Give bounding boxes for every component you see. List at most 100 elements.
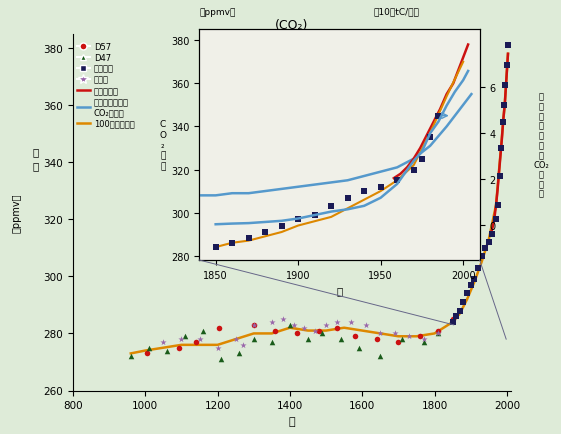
- Point: [426, 135, 435, 141]
- X-axis label: 年: 年: [336, 286, 343, 296]
- Point: [390, 330, 399, 337]
- Point: [321, 322, 330, 329]
- Point: [336, 336, 345, 343]
- Point: [459, 299, 468, 306]
- Point: [278, 316, 287, 323]
- Point: [477, 253, 486, 260]
- Point: [163, 347, 172, 354]
- Point: [448, 316, 457, 323]
- Point: [503, 43, 512, 49]
- Title: (CO₂): (CO₂): [275, 19, 309, 32]
- Point: [304, 336, 312, 343]
- Point: [268, 319, 277, 326]
- Point: [333, 325, 342, 332]
- Point: [470, 276, 479, 283]
- Point: [244, 235, 253, 242]
- Point: [394, 339, 403, 345]
- Point: [500, 102, 509, 109]
- Point: [195, 336, 204, 343]
- Point: [398, 336, 407, 343]
- Point: [181, 333, 190, 340]
- Point: [289, 322, 298, 329]
- Point: [493, 202, 502, 209]
- Point: [372, 336, 381, 343]
- Point: [361, 322, 370, 329]
- Point: [311, 327, 320, 334]
- Point: [448, 319, 457, 326]
- Point: [293, 216, 302, 223]
- Point: [497, 145, 506, 152]
- Point: [268, 339, 277, 345]
- Point: [419, 339, 428, 345]
- Point: [473, 265, 482, 272]
- Point: [416, 333, 425, 340]
- Point: [343, 194, 352, 201]
- Point: [417, 156, 426, 163]
- Point: [238, 342, 247, 349]
- Point: [434, 330, 443, 337]
- Point: [144, 345, 153, 352]
- Point: [249, 322, 258, 329]
- Point: [286, 322, 295, 329]
- Point: [333, 319, 342, 326]
- Point: [214, 325, 223, 332]
- Point: [502, 62, 511, 69]
- Point: [231, 336, 240, 343]
- Text: 南極大陸
の観測点: 南極大陸 の観測点: [209, 73, 230, 92]
- Point: [491, 216, 500, 223]
- Point: [277, 223, 286, 230]
- Point: [434, 330, 443, 337]
- Point: [463, 290, 472, 297]
- Point: [327, 203, 335, 210]
- Point: [409, 167, 418, 174]
- Point: [143, 350, 152, 357]
- Point: [213, 345, 222, 352]
- Point: [310, 212, 319, 219]
- Point: [249, 336, 258, 343]
- Point: [228, 240, 237, 247]
- Point: [300, 325, 309, 332]
- Point: [351, 333, 360, 340]
- Point: [456, 307, 465, 314]
- Text: 濃
度: 濃 度: [33, 147, 39, 171]
- Point: [271, 327, 280, 334]
- Point: [419, 336, 428, 343]
- Point: [376, 184, 385, 191]
- X-axis label: 年: 年: [288, 416, 295, 426]
- Point: [452, 313, 461, 320]
- Point: [175, 345, 184, 352]
- Point: [261, 229, 270, 236]
- Point: [199, 327, 208, 334]
- Point: [481, 245, 490, 252]
- Point: [376, 353, 385, 360]
- Point: [499, 119, 508, 126]
- Point: [211, 244, 220, 251]
- Text: （ppmv）: （ppmv）: [199, 8, 236, 16]
- Point: [434, 327, 443, 334]
- Point: [376, 330, 385, 337]
- Point: [495, 174, 504, 181]
- Point: [249, 322, 258, 329]
- Point: [360, 188, 369, 195]
- Point: [217, 356, 226, 363]
- Legend: D57, D47, サイブル, 南極点, マウナロア, 化石燃料からの
CO₂排出量, 100年移動平均: D57, D47, サイブル, 南極点, マウナロア, 化石燃料からの CO₂排…: [77, 43, 135, 128]
- Point: [501, 82, 510, 89]
- Point: [488, 230, 497, 237]
- Text: （ppmv）: （ppmv）: [11, 193, 21, 232]
- Point: [126, 353, 135, 360]
- Text: C
O
₂
濃
度: C O ₂ 濃 度: [159, 120, 166, 171]
- Text: 化
石
燃
料
か
ら
の
CO₂
排
出
量: 化 石 燃 料 か ら の CO₂ 排 出 量: [534, 92, 549, 198]
- Point: [318, 330, 327, 337]
- Point: [235, 350, 244, 357]
- Point: [484, 239, 493, 246]
- Point: [191, 339, 200, 345]
- Point: [466, 282, 475, 289]
- Point: [293, 330, 302, 337]
- Point: [405, 333, 414, 340]
- Text: （10億tC/年）: （10億tC/年）: [373, 8, 419, 16]
- Point: [354, 345, 363, 352]
- Point: [159, 339, 168, 345]
- Point: [347, 319, 356, 326]
- Point: [393, 178, 402, 184]
- Point: [434, 113, 443, 120]
